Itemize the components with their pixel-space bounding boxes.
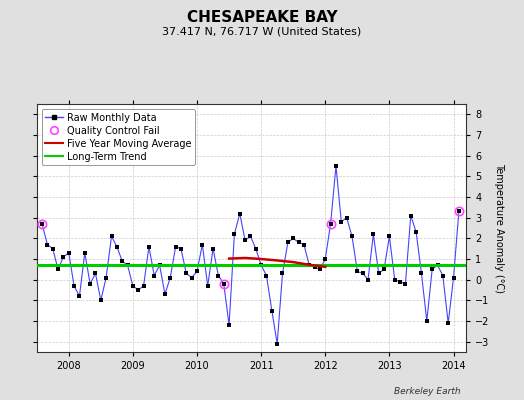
Text: Berkeley Earth: Berkeley Earth <box>395 387 461 396</box>
Legend: Raw Monthly Data, Quality Control Fail, Five Year Moving Average, Long-Term Tren: Raw Monthly Data, Quality Control Fail, … <box>41 109 195 165</box>
Text: CHESAPEAKE BAY: CHESAPEAKE BAY <box>187 10 337 25</box>
Y-axis label: Temperature Anomaly (°C): Temperature Anomaly (°C) <box>494 163 504 293</box>
Text: 37.417 N, 76.717 W (United States): 37.417 N, 76.717 W (United States) <box>162 26 362 36</box>
